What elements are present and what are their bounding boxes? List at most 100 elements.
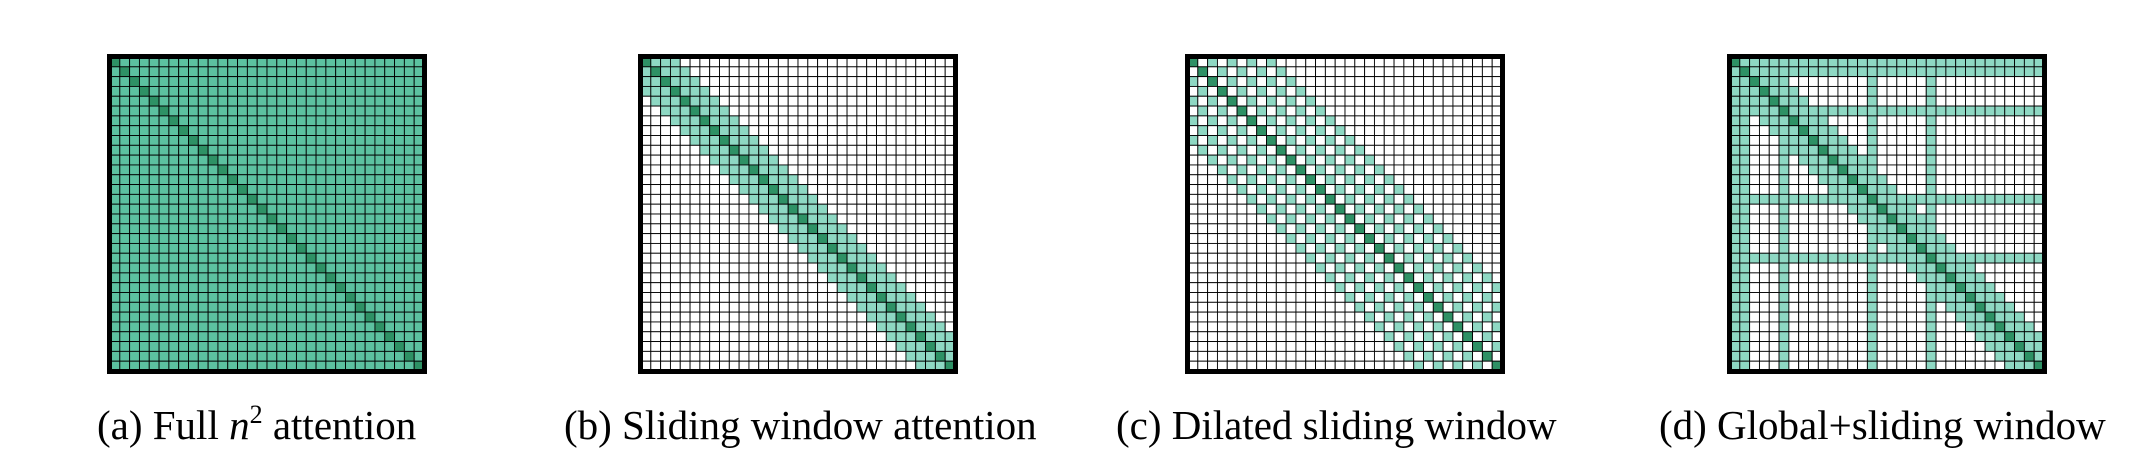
attended-cell — [403, 292, 415, 303]
attended-cell — [276, 350, 288, 362]
matrix-cell — [1246, 85, 1258, 97]
matrix-cell — [1344, 66, 1356, 78]
attended-cell — [403, 154, 415, 166]
attended-cell — [669, 76, 681, 87]
matrix-cell — [1945, 95, 1957, 107]
attended-cell — [119, 341, 131, 352]
attended-cell — [1739, 164, 1751, 176]
matrix-cell — [1798, 164, 1809, 176]
matrix-cell — [1236, 311, 1248, 323]
matrix-cell — [905, 144, 917, 156]
attended-cell — [1994, 341, 2006, 352]
attended-cell — [148, 311, 160, 323]
attended-cell — [1984, 282, 1996, 293]
attended-cell — [188, 105, 199, 117]
matrix-cell — [1295, 233, 1307, 244]
caption-dilated-window: (c) Dilated sliding window — [1116, 402, 1557, 448]
matrix-cell — [1246, 164, 1258, 176]
matrix-cell — [768, 242, 779, 254]
attended-cell — [168, 193, 180, 205]
matrix-cell — [1383, 144, 1395, 156]
attended-cell — [315, 135, 327, 146]
matrix-cell — [660, 223, 671, 235]
attended-cell — [315, 213, 327, 225]
attended-cell — [1925, 174, 1937, 186]
matrix-cell — [1226, 282, 1238, 293]
attended-cell — [1472, 301, 1483, 313]
matrix-cell — [856, 213, 868, 225]
matrix-cell — [925, 252, 936, 264]
attended-cell — [1827, 66, 1839, 78]
attended-cell — [1778, 321, 1790, 333]
attended-cell — [1817, 193, 1829, 205]
matrix-cell — [885, 164, 897, 176]
attended-cell — [1739, 301, 1751, 313]
matrix-cell — [777, 282, 789, 293]
matrix-cell — [1788, 233, 1800, 244]
matrix-cell — [1837, 331, 1849, 343]
matrix-cell — [1256, 193, 1267, 205]
attended-cell — [188, 76, 199, 87]
attended-cell — [777, 203, 789, 215]
attended-cell — [364, 321, 376, 333]
matrix-cell — [1462, 66, 1474, 78]
attended-cell — [374, 154, 386, 166]
attended-cell — [315, 125, 327, 136]
matrix-cell — [650, 242, 662, 254]
attended-cell — [403, 331, 415, 343]
matrix-cell — [1432, 174, 1444, 186]
matrix-cell — [1452, 95, 1464, 107]
attended-cell — [1216, 66, 1228, 78]
matrix-cell — [1432, 105, 1444, 117]
attended-cell — [1896, 233, 1908, 244]
matrix-cell — [660, 184, 671, 195]
attended-cell — [1403, 213, 1415, 225]
matrix-cell — [1364, 76, 1375, 87]
matrix-cell — [669, 350, 681, 362]
matrix-cell — [1896, 76, 1908, 87]
matrix-cell — [1462, 282, 1474, 293]
matrix-cell — [728, 242, 740, 254]
matrix-cell — [934, 213, 946, 225]
matrix-cell — [1896, 262, 1908, 274]
matrix-cell — [689, 292, 701, 303]
attended-cell — [1344, 252, 1356, 264]
matrix-cell — [1965, 242, 1976, 254]
matrix-cell — [934, 164, 946, 176]
matrix-cell — [1788, 350, 1800, 362]
attended-cell — [364, 144, 376, 156]
attended-cell — [817, 213, 828, 225]
attended-cell — [138, 66, 150, 78]
matrix-cell — [797, 66, 809, 78]
matrix-cell — [1197, 115, 1209, 127]
matrix-cell — [915, 115, 927, 127]
attended-cell — [1955, 66, 1966, 78]
matrix-cell — [787, 350, 799, 362]
matrix-cell — [1285, 262, 1297, 274]
attended-cell — [227, 321, 239, 333]
matrix-cell — [1275, 341, 1287, 352]
matrix-cell — [1364, 144, 1375, 156]
matrix-cell — [1324, 331, 1336, 343]
attended-cell — [1817, 125, 1829, 136]
attended-cell — [1945, 262, 1957, 274]
matrix-cell — [836, 66, 848, 78]
matrix-cell — [1768, 292, 1780, 303]
matrix-cell — [1798, 321, 1809, 333]
matrix-cell — [1207, 311, 1218, 323]
matrix-cell — [836, 321, 848, 333]
matrix-cell — [866, 174, 877, 186]
attended-cell — [237, 115, 248, 127]
matrix-cell — [1324, 95, 1336, 107]
matrix-cell — [1935, 135, 1947, 146]
matrix-cell — [915, 193, 927, 205]
attended-cell — [1808, 144, 1819, 156]
attended-cell — [1383, 311, 1395, 323]
attended-cell — [237, 311, 248, 323]
matrix-cell — [689, 233, 701, 244]
matrix-cell — [1442, 184, 1454, 195]
attended-cell — [1886, 252, 1898, 264]
matrix-cell — [915, 135, 927, 146]
attended-cell — [227, 311, 239, 323]
matrix-cell — [777, 144, 789, 156]
